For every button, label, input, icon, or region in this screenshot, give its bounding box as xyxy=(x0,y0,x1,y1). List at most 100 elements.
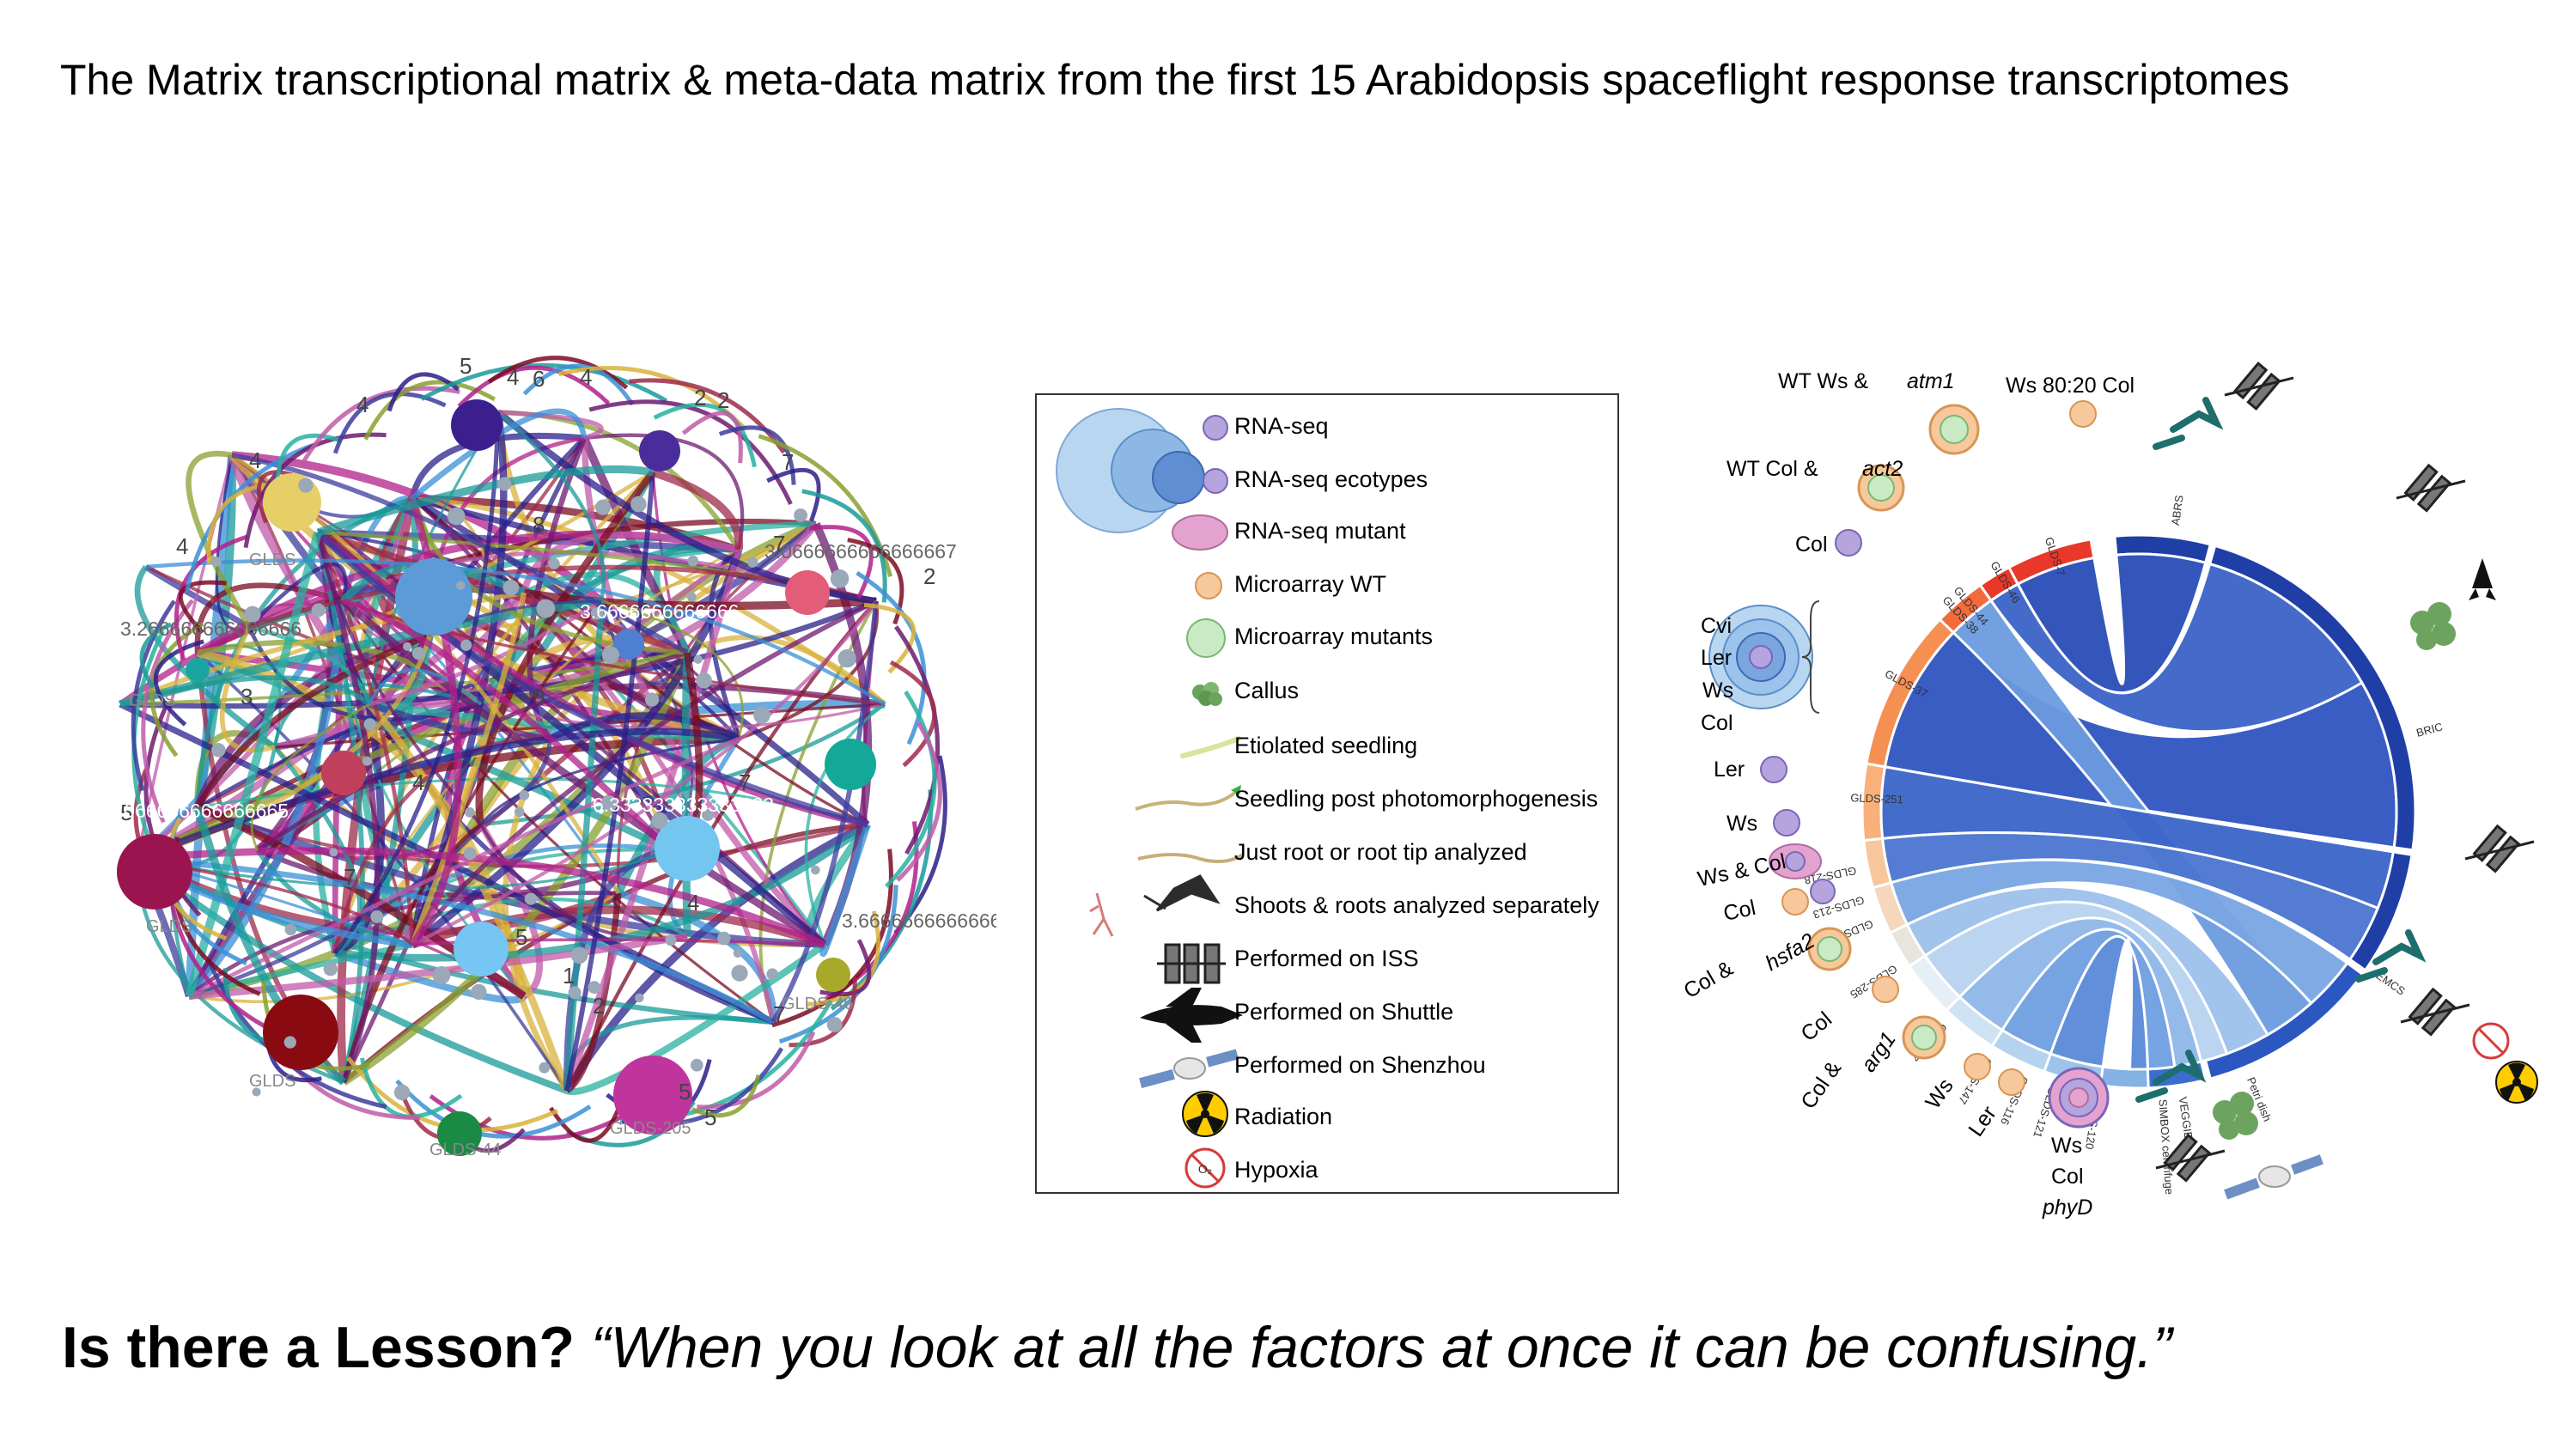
callus-icon xyxy=(1192,682,1222,706)
legend-label-just-root-or-root-tip-analyzed: Just root or root tip analyzed xyxy=(1234,839,1527,865)
genotype-label-wt-col: WT Col & xyxy=(1726,457,1818,481)
network-node xyxy=(463,847,477,861)
network-edge-label: 2 xyxy=(694,385,706,411)
legend-box: O₂ RNA-seq RNA-seq ecotypes RNA-seq mutant… xyxy=(1035,393,1619,1194)
network-node xyxy=(655,816,720,881)
network-edge xyxy=(819,823,871,958)
network-edge xyxy=(119,675,371,707)
legend-label-performed-on-shenzhou: Performed on Shenzhou xyxy=(1234,1052,1486,1078)
network-node xyxy=(263,995,338,1070)
network-edge xyxy=(884,690,937,888)
legend-label-hypoxia: Hypoxia xyxy=(1234,1157,1318,1183)
network-node xyxy=(464,806,475,818)
network-edge xyxy=(194,632,431,809)
legend-label-performed-on-iss: Performed on ISS xyxy=(1234,946,1419,971)
network-edge-label: 7 xyxy=(636,598,648,624)
network-edge xyxy=(188,891,619,1004)
network-node xyxy=(601,646,620,664)
network-node-label: GLDS-46 xyxy=(782,995,853,1013)
genotype-label-ws-col: Ws 80:20 Col xyxy=(2006,374,2135,398)
purple-circle-icon xyxy=(1203,468,1228,494)
orange-circle-icon xyxy=(1195,572,1222,599)
network-node xyxy=(321,751,366,795)
network-node xyxy=(548,557,560,569)
network-edge xyxy=(196,651,569,1092)
network-edge-label: 7 xyxy=(773,531,785,557)
legend-label-seedling-post-photomorphogenesis: Seedling post photomorphogenesis xyxy=(1234,786,1599,812)
green-circle-icon xyxy=(1186,618,1226,658)
network-edge-label: 8 xyxy=(533,512,545,538)
network-edge-label: 4 xyxy=(580,364,592,390)
network-node xyxy=(395,558,472,636)
network-edge xyxy=(766,467,821,522)
network-edge xyxy=(342,598,673,853)
network-value-label: 3.6666666666666 xyxy=(580,600,739,623)
network-edge xyxy=(149,622,204,758)
network-node xyxy=(816,958,850,992)
network-edge xyxy=(337,496,417,1083)
network-edge xyxy=(387,372,460,412)
network-node xyxy=(825,739,876,790)
network-edge xyxy=(819,939,872,997)
genotype-label-cvi: Cvi xyxy=(1701,614,1733,638)
shenzhou-icon xyxy=(2224,1154,2323,1200)
chord-ribbon xyxy=(1988,562,2364,733)
network-node xyxy=(639,430,680,472)
network-edge-label: 2 xyxy=(923,563,935,589)
network-edge xyxy=(145,558,886,706)
network-node xyxy=(753,706,770,724)
network-edge xyxy=(563,549,742,1092)
network-edge xyxy=(889,660,937,768)
network-edge-label: 2 xyxy=(593,993,605,1019)
legend-label-performed-on-shuttle: Performed on Shuttle xyxy=(1234,999,1454,1025)
genotype-label-ws: Ws xyxy=(1702,678,1734,703)
network-edge xyxy=(410,599,878,946)
glds-label: GLDS-251 xyxy=(1850,791,1903,806)
network-node xyxy=(568,986,582,1000)
network-edge xyxy=(395,1079,592,1139)
network-edge xyxy=(691,1074,761,1118)
network-edge xyxy=(409,592,527,946)
network-node-label: GLDS xyxy=(129,691,175,710)
network-node xyxy=(323,961,338,977)
network-edge xyxy=(548,712,740,742)
network-node xyxy=(837,648,856,668)
network-edge xyxy=(131,599,176,792)
network-node xyxy=(690,1058,703,1072)
network-edge xyxy=(894,625,940,855)
network-edge xyxy=(564,472,655,1092)
network-edge xyxy=(487,356,629,390)
network-edge-label: 9 xyxy=(533,684,545,709)
network-edge-label: 4 xyxy=(412,770,424,795)
network-edge-label: 2 xyxy=(717,387,729,413)
network-node xyxy=(590,607,604,620)
blue-circles-icon xyxy=(1056,408,1205,533)
network-node xyxy=(502,579,520,596)
network-node xyxy=(811,865,820,875)
purple-circle-icon xyxy=(1203,415,1228,441)
network-edge xyxy=(583,433,745,551)
hardware-label: VEGGIE xyxy=(2177,1096,2195,1141)
network-node xyxy=(432,965,451,984)
network-edge xyxy=(300,386,460,466)
network-node xyxy=(594,499,612,515)
network-node xyxy=(411,647,426,660)
network-edge xyxy=(896,721,942,882)
network-edge xyxy=(137,855,775,1025)
genotype-label-ws2: Ws xyxy=(1726,812,1758,836)
legend-label-etiolated-seedling: Etiolated seedling xyxy=(1234,733,1418,758)
network-node xyxy=(536,599,556,618)
network-edge-label: 4 xyxy=(356,392,368,417)
genotype-label-ler2: Ler xyxy=(1714,758,1745,782)
network-node-label: GLDS xyxy=(146,917,192,936)
network-edge xyxy=(718,425,796,485)
network-edge-label: 5 xyxy=(460,353,472,379)
network-node-label: GLDS-205 xyxy=(610,1119,691,1138)
network-node xyxy=(370,910,384,923)
genotype-label-col4: Col xyxy=(2051,1165,2084,1189)
svg-text:O₂: O₂ xyxy=(1198,1162,1212,1176)
network-edge xyxy=(248,624,372,705)
network-node xyxy=(497,477,512,491)
network-node xyxy=(665,934,677,946)
